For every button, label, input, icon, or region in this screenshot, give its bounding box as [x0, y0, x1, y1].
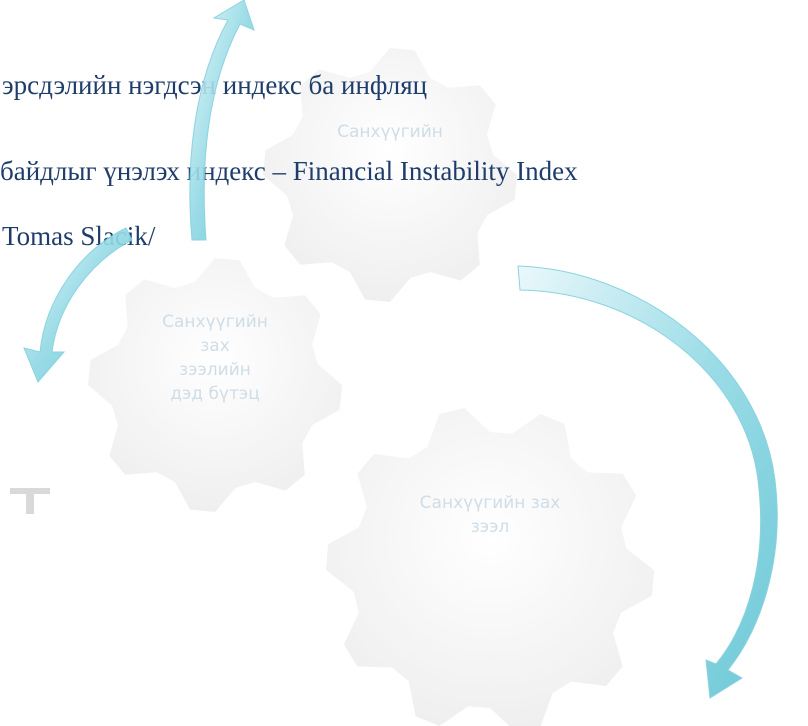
arrow [189, 0, 255, 241]
gear [326, 408, 654, 726]
gear-label: дэд бүтэц [170, 384, 260, 404]
mark [10, 488, 50, 514]
gear-label: зах [200, 336, 230, 356]
gear-label: Санхүүгийн [162, 312, 268, 332]
gear-label: Санхүүгийн [337, 122, 443, 142]
gear [88, 258, 342, 512]
gear-label: зээлийн [179, 360, 251, 380]
text-line: Tomas Slacik/ [2, 221, 156, 251]
text-line: байдлыг үнэлэх индекс – Financial Instab… [0, 156, 578, 186]
gears [88, 48, 654, 726]
arrow [517, 265, 778, 699]
gear-label: зээл [471, 517, 510, 537]
arrow [23, 227, 133, 383]
gear-label: Санхүүгийн зах [420, 493, 561, 513]
gear [263, 48, 517, 302]
